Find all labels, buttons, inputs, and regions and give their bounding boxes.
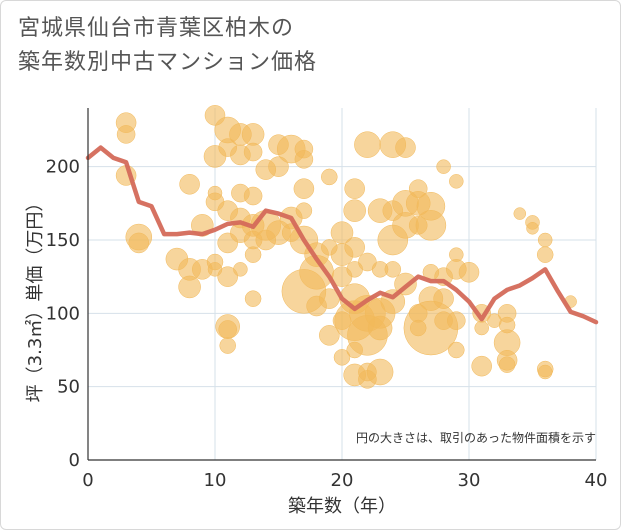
data-bubble (321, 168, 338, 186)
data-bubble (241, 123, 265, 146)
chart-title: 宮城県仙台市青葉区柏木の 築年数別中古マンション価格 (18, 12, 317, 80)
data-bubble (366, 358, 394, 386)
data-bubble (243, 186, 263, 206)
data-bubble (244, 290, 262, 307)
x-tick-label: 0 (82, 470, 93, 491)
data-bubble (449, 174, 464, 189)
data-bubble (536, 246, 554, 263)
data-bubble (344, 237, 365, 258)
data-bubble (474, 320, 489, 336)
trend-line-layer (85, 145, 599, 325)
data-bubble (537, 364, 553, 380)
data-bubble (448, 341, 465, 359)
data-bubble (293, 178, 315, 199)
y-tick-label: 50 (57, 377, 80, 398)
data-bubble (367, 315, 393, 341)
data-bubble (433, 288, 454, 309)
x-tick-label: 30 (458, 470, 481, 491)
data-bubble (128, 232, 150, 254)
data-bubble (243, 142, 263, 162)
data-bubble (178, 275, 201, 299)
y-tick-label: 100 (46, 303, 80, 324)
data-bubble (233, 262, 248, 277)
data-bubble (217, 266, 238, 287)
x-tick-label: 20 (331, 470, 354, 491)
y-tick-label: 200 (46, 157, 80, 178)
y-tick-label: 150 (46, 230, 80, 251)
data-bubble (447, 311, 466, 330)
data-bubble (471, 355, 492, 377)
data-bubble (384, 261, 402, 278)
chart-title-line2: 築年数別中古マンション価格 (18, 50, 318, 75)
data-bubble (179, 174, 200, 195)
data-bubble (218, 320, 237, 339)
data-bubble (344, 178, 365, 199)
data-bubble (415, 210, 447, 241)
data-bubble (295, 202, 313, 219)
axes: 0 10 20 30 40 0 50 100 150 200 (46, 108, 608, 491)
data-bubble (333, 349, 351, 366)
data-bubble (395, 137, 416, 158)
y-axis-label: 坪（3.3㎡）単価（万円） (24, 194, 46, 403)
data-bubble (354, 131, 381, 158)
grid (88, 108, 597, 460)
data-bubble (343, 199, 366, 222)
data-bubble (513, 207, 527, 220)
data-bubble (537, 232, 553, 248)
x-tick-label: 10 (204, 470, 227, 491)
chart-title-line1: 宮城県仙台市青葉区柏木の (18, 16, 295, 41)
data-bubble (498, 356, 516, 373)
data-bubble (219, 337, 236, 354)
data-bubble (458, 262, 480, 283)
bubble-layer (115, 105, 577, 389)
data-bubble (294, 150, 314, 169)
x-tick-label: 40 (585, 470, 608, 491)
y-tick-label: 0 (69, 450, 80, 471)
x-axis-label: 築年数（年） (288, 496, 396, 517)
data-bubble (436, 159, 451, 174)
data-bubble (116, 125, 136, 144)
data-bubble (268, 156, 289, 177)
data-bubble (526, 222, 539, 235)
average-price-line (85, 145, 599, 325)
data-bubble (319, 288, 340, 309)
data-bubble (244, 246, 262, 263)
size-note: 円の大きさは、取引のあった物件面積を示す (356, 430, 596, 445)
data-bubble (319, 325, 340, 346)
